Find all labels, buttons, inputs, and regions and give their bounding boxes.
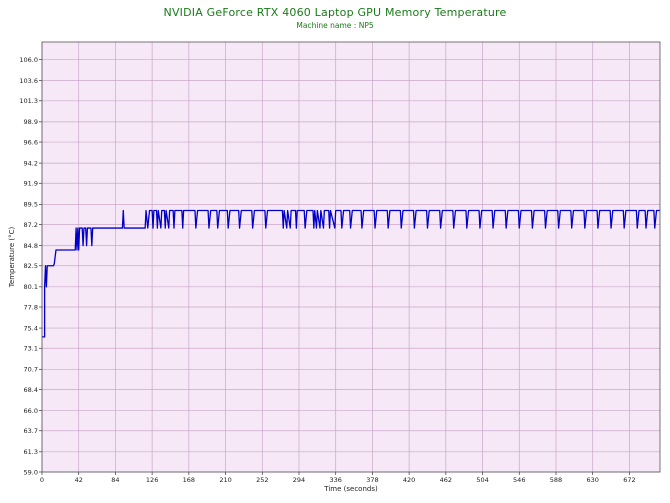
plot-area: [42, 42, 660, 472]
y-axis-ticks: 59.0 61.3 63.7 66.0 68.4 70.7 73.1 75.4 77.8 80.1…: [19, 56, 42, 476]
y-tick-label: 98.9: [24, 118, 38, 126]
y-tick-label: 59.0: [24, 468, 38, 476]
y-tick-label: 68.4: [24, 386, 38, 394]
y-tick-label: 91.9: [24, 180, 38, 188]
y-tick-label: 87.2: [24, 221, 38, 229]
x-tick-label: 588: [550, 476, 562, 484]
x-tick-label: 546: [513, 476, 525, 484]
y-tick-label: 103.6: [19, 77, 38, 85]
y-tick-label: 63.7: [24, 427, 38, 435]
grid-lines: [41, 42, 660, 473]
x-tick-label: 294: [293, 476, 305, 484]
x-tick-label: 210: [219, 476, 231, 484]
x-tick-label: 0: [40, 476, 44, 484]
y-tick-label: 84.8: [24, 242, 38, 250]
y-tick-label: 70.7: [24, 366, 38, 374]
x-tick-label: 252: [256, 476, 268, 484]
y-tick-label: 75.4: [24, 324, 38, 332]
plot-frame: [41, 41, 661, 473]
y-tick-label: 89.5: [24, 201, 38, 209]
y-tick-label: 80.1: [24, 283, 38, 291]
x-tick-label: 378: [366, 476, 378, 484]
y-tick-label: 101.3: [19, 97, 38, 105]
x-tick-label: 168: [183, 476, 195, 484]
x-tick-label: 84: [111, 476, 119, 484]
y-tick-label: 61.3: [24, 448, 38, 456]
y-tick-label: 77.8: [24, 303, 38, 311]
x-axis-label: Time (seconds): [323, 485, 378, 493]
x-tick-label: 420: [403, 476, 415, 484]
x-tick-label: 462: [440, 476, 452, 484]
x-tick-label: 672: [623, 476, 635, 484]
x-tick-label: 630: [586, 476, 598, 484]
x-tick-label: 504: [476, 476, 488, 484]
x-axis-ticks: 0 42 84 126 168 210 252 294 336 378 420 462 504 546 58…: [40, 472, 636, 484]
y-tick-label: 73.1: [24, 345, 38, 353]
y-tick-label: 94.2: [24, 159, 38, 167]
y-axis-label: Temperature (°C): [8, 227, 16, 289]
chart-title: NVIDIA GeForce RTX 4060 Laptop GPU Memor…: [163, 6, 507, 19]
y-tick-label: 82.5: [24, 262, 38, 270]
chart-subtitle: Machine name : NP5: [296, 21, 374, 30]
series-line: [42, 209, 660, 338]
x-tick-label: 336: [329, 476, 341, 484]
y-tick-label: 96.6: [24, 138, 38, 146]
y-tick-label: 66.0: [24, 407, 38, 415]
x-tick-label: 42: [75, 476, 83, 484]
x-tick-label: 126: [146, 476, 158, 484]
y-tick-label: 106.0: [19, 56, 38, 64]
